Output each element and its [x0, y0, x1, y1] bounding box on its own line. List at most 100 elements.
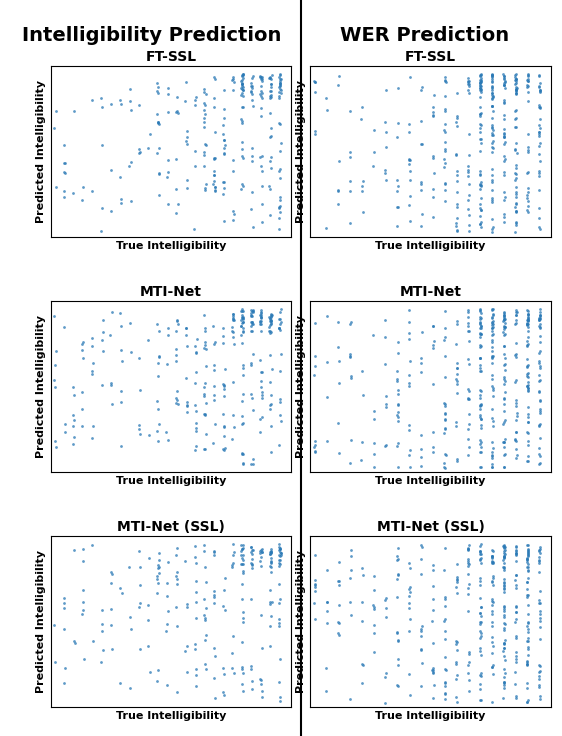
Point: [475, 353, 484, 364]
Point: [192, 422, 201, 434]
Point: [210, 73, 219, 85]
Point: [357, 101, 366, 113]
Point: [417, 115, 426, 127]
Point: [106, 329, 115, 341]
Point: [523, 69, 532, 81]
Point: [267, 596, 276, 608]
Point: [523, 79, 532, 91]
Point: [153, 85, 162, 96]
Point: [220, 142, 229, 154]
Point: [248, 316, 257, 328]
Point: [477, 179, 486, 191]
Point: [238, 150, 247, 162]
Point: [512, 426, 521, 438]
Point: [452, 116, 461, 128]
Point: [476, 109, 485, 121]
Point: [536, 85, 545, 96]
Point: [266, 89, 275, 101]
Point: [153, 117, 162, 129]
Point: [274, 314, 283, 325]
Point: [511, 163, 520, 174]
Point: [192, 405, 201, 417]
Point: [523, 659, 532, 670]
Point: [536, 660, 545, 672]
Point: [256, 375, 265, 386]
Point: [476, 137, 485, 149]
Point: [200, 659, 209, 670]
Point: [523, 144, 532, 156]
Point: [523, 166, 532, 177]
Point: [381, 314, 390, 326]
Point: [440, 601, 449, 612]
Point: [441, 663, 450, 675]
Point: [441, 76, 450, 88]
Point: [428, 668, 437, 679]
Point: [464, 543, 473, 555]
Point: [476, 322, 485, 334]
Point: [191, 557, 200, 569]
X-axis label: True Intelligibility: True Intelligibility: [375, 475, 486, 486]
Point: [452, 369, 461, 381]
Point: [536, 223, 545, 235]
Point: [311, 574, 320, 586]
Point: [499, 576, 508, 587]
Point: [512, 435, 521, 447]
Point: [183, 340, 192, 352]
Point: [512, 569, 521, 581]
Point: [192, 417, 201, 429]
Point: [393, 627, 402, 639]
Point: [534, 80, 543, 92]
Point: [535, 77, 544, 89]
Point: [369, 436, 378, 448]
Point: [334, 627, 343, 639]
Point: [153, 577, 162, 589]
Point: [201, 612, 210, 624]
Point: [237, 305, 246, 316]
Point: [266, 314, 275, 326]
Point: [246, 541, 255, 553]
Point: [475, 576, 484, 587]
Point: [248, 306, 257, 318]
Point: [79, 556, 88, 567]
Point: [154, 118, 163, 130]
Point: [416, 643, 425, 655]
Point: [98, 618, 107, 630]
Point: [97, 626, 106, 637]
Point: [256, 545, 265, 557]
Point: [346, 369, 355, 381]
Point: [200, 116, 209, 128]
Point: [257, 366, 266, 378]
Point: [405, 316, 414, 328]
Point: [334, 71, 343, 82]
Point: [465, 178, 474, 190]
Point: [125, 682, 134, 693]
Point: [452, 201, 461, 213]
Point: [488, 648, 497, 659]
Point: [500, 75, 509, 87]
Point: [201, 602, 210, 614]
Point: [464, 588, 473, 600]
Point: [535, 450, 544, 461]
Point: [476, 545, 485, 557]
Point: [220, 215, 229, 227]
Point: [202, 663, 211, 675]
Point: [499, 637, 508, 648]
Point: [499, 540, 508, 552]
Point: [452, 378, 461, 389]
Point: [453, 110, 462, 121]
Point: [247, 392, 256, 403]
Point: [370, 584, 379, 596]
Point: [440, 676, 449, 688]
Point: [535, 102, 544, 114]
Point: [257, 366, 266, 378]
Point: [247, 664, 256, 676]
Point: [476, 69, 485, 81]
Point: [441, 350, 450, 361]
Point: [275, 194, 284, 206]
Point: [476, 313, 485, 325]
Point: [511, 105, 520, 116]
Point: [464, 442, 473, 453]
Point: [201, 408, 210, 420]
Point: [60, 139, 69, 151]
Point: [238, 325, 247, 336]
